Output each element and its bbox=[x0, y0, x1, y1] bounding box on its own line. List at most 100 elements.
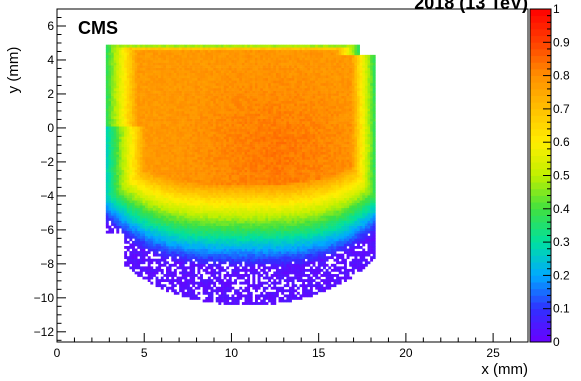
heatmap-cell bbox=[228, 62, 232, 66]
heatmap-cell bbox=[220, 258, 224, 262]
heatmap-cell bbox=[231, 220, 235, 224]
heatmap-cell bbox=[231, 126, 235, 130]
heatmap-cell bbox=[247, 261, 251, 265]
heatmap-cell bbox=[241, 75, 245, 79]
heatmap-cell bbox=[244, 77, 248, 81]
heatmap-cell bbox=[213, 116, 217, 119]
heatmap-cell bbox=[163, 238, 167, 242]
heatmap-cell bbox=[239, 225, 243, 229]
heatmap-cell bbox=[137, 72, 141, 76]
heatmap-cell bbox=[116, 128, 120, 132]
heatmap-cell bbox=[121, 80, 125, 84]
heatmap-cell bbox=[244, 121, 248, 124]
heatmap-cell bbox=[158, 146, 162, 150]
heatmap-cell bbox=[197, 261, 201, 265]
heatmap-cell bbox=[142, 200, 146, 203]
heatmap-cell bbox=[241, 302, 245, 305]
heatmap-cell bbox=[173, 202, 177, 206]
heatmap-cell bbox=[171, 182, 175, 186]
heatmap-cell bbox=[236, 212, 240, 216]
heatmap-cell bbox=[247, 197, 251, 201]
heatmap-cell bbox=[173, 65, 177, 68]
heatmap-cell bbox=[113, 146, 117, 150]
heatmap-cell bbox=[132, 136, 135, 140]
heatmap-cell bbox=[116, 164, 120, 168]
heatmap-cell bbox=[145, 59, 149, 63]
heatmap-cell bbox=[147, 167, 151, 170]
heatmap-cell bbox=[207, 93, 211, 96]
heatmap-cell bbox=[218, 286, 222, 290]
heatmap-cell bbox=[205, 187, 209, 191]
heatmap-cell bbox=[239, 103, 243, 107]
heatmap-cell bbox=[134, 133, 138, 137]
heatmap-cell bbox=[113, 159, 117, 163]
heatmap-cell bbox=[247, 159, 251, 163]
heatmap-cell bbox=[171, 70, 175, 74]
heatmap-cell bbox=[111, 131, 114, 135]
heatmap-cell bbox=[142, 276, 146, 280]
heatmap-cell bbox=[210, 138, 214, 142]
heatmap-cell bbox=[239, 286, 243, 290]
heatmap-cell bbox=[113, 179, 117, 183]
heatmap-cell bbox=[137, 230, 141, 234]
heatmap-cell bbox=[207, 57, 211, 61]
heatmap-cell bbox=[150, 195, 154, 198]
heatmap-cell bbox=[236, 77, 240, 81]
heatmap-cell bbox=[126, 75, 130, 79]
heatmap-cell bbox=[168, 184, 172, 188]
heatmap-cell bbox=[116, 93, 120, 96]
heatmap-cell bbox=[194, 205, 198, 209]
heatmap-cell bbox=[239, 126, 243, 130]
heatmap-cell bbox=[134, 223, 138, 226]
heatmap-cell bbox=[137, 144, 141, 147]
heatmap-cell bbox=[152, 205, 156, 209]
heatmap-cell bbox=[213, 182, 217, 186]
heatmap-cell bbox=[132, 113, 135, 117]
heatmap-cell bbox=[218, 47, 222, 51]
heatmap-cell bbox=[171, 167, 175, 170]
heatmap-cell bbox=[132, 103, 135, 107]
heatmap-cell bbox=[181, 47, 185, 51]
heatmap-cell bbox=[226, 72, 230, 76]
heatmap-cell bbox=[228, 116, 232, 119]
heatmap-cell bbox=[236, 210, 240, 214]
heatmap-cell bbox=[124, 202, 128, 206]
heatmap-cell bbox=[186, 138, 190, 142]
heatmap-cell bbox=[228, 144, 232, 147]
heatmap-cell bbox=[129, 217, 133, 221]
heatmap-cell bbox=[181, 154, 185, 158]
heatmap-cell bbox=[194, 240, 198, 244]
heatmap-cell bbox=[218, 261, 222, 265]
heatmap-cell bbox=[202, 177, 206, 181]
heatmap-cell bbox=[171, 52, 175, 56]
heatmap-cell bbox=[215, 296, 219, 300]
heatmap-cell bbox=[147, 172, 151, 175]
heatmap-cell bbox=[239, 177, 243, 181]
heatmap-cell bbox=[105, 62, 109, 66]
heatmap-cell bbox=[142, 235, 146, 239]
heatmap-cell bbox=[215, 179, 219, 183]
heatmap-cell bbox=[220, 75, 224, 79]
heatmap-cell bbox=[244, 184, 248, 188]
heatmap-cell bbox=[231, 141, 235, 145]
heatmap-cell bbox=[197, 118, 201, 122]
heatmap-cell bbox=[244, 123, 248, 127]
heatmap-cell bbox=[207, 149, 211, 153]
heatmap-cell bbox=[155, 151, 159, 155]
heatmap-cell bbox=[200, 200, 203, 203]
heatmap-cell bbox=[218, 167, 222, 170]
heatmap-cell bbox=[132, 138, 135, 142]
heatmap-cell bbox=[189, 156, 193, 160]
heatmap-cell bbox=[132, 72, 135, 76]
heatmap-cell bbox=[234, 246, 237, 249]
heatmap-cell bbox=[231, 253, 235, 257]
heatmap-cell bbox=[200, 251, 203, 254]
heatmap-cell bbox=[239, 195, 243, 198]
heatmap-cell bbox=[132, 156, 135, 160]
heatmap-cell bbox=[108, 88, 112, 91]
heatmap-cell bbox=[150, 215, 154, 219]
heatmap-cell bbox=[228, 228, 232, 232]
heatmap-cell bbox=[124, 121, 128, 124]
heatmap-cell bbox=[126, 149, 130, 153]
heatmap-cell bbox=[132, 57, 135, 61]
